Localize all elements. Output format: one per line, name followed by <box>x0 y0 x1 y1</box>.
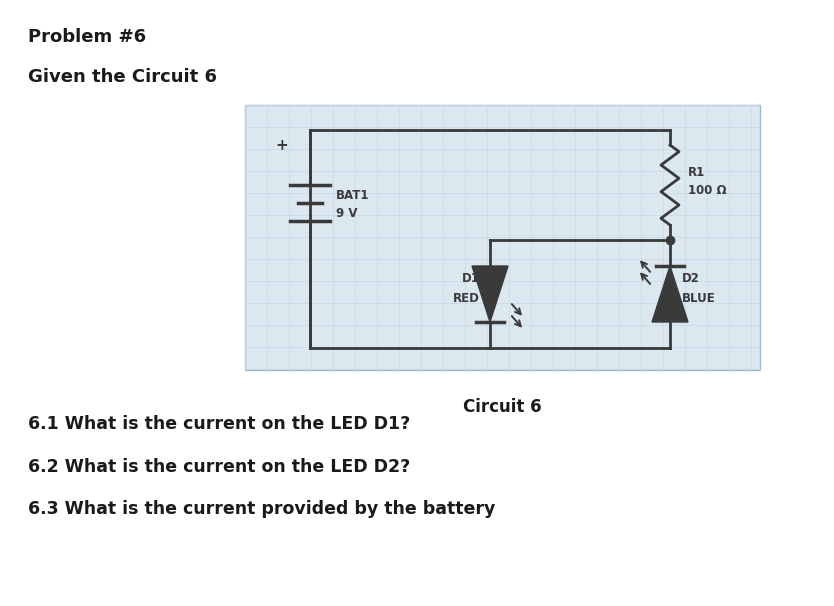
Text: RED: RED <box>453 291 480 304</box>
Text: Circuit 6: Circuit 6 <box>463 398 542 416</box>
Text: Problem #6: Problem #6 <box>28 28 146 46</box>
Text: 6.2 What is the current on the LED D2?: 6.2 What is the current on the LED D2? <box>28 458 410 476</box>
Polygon shape <box>652 266 688 322</box>
Text: 100 Ω: 100 Ω <box>688 184 726 198</box>
Text: BAT1: BAT1 <box>336 189 369 202</box>
Text: Given the Circuit 6: Given the Circuit 6 <box>28 68 217 86</box>
Text: D2: D2 <box>682 271 700 284</box>
Text: D1: D1 <box>462 271 480 284</box>
Bar <box>245 105 760 370</box>
Text: R1: R1 <box>688 167 706 179</box>
Text: BLUE: BLUE <box>682 291 716 304</box>
Text: +: + <box>275 138 289 153</box>
Text: 9 V: 9 V <box>336 207 358 220</box>
Polygon shape <box>472 266 508 322</box>
Text: 6.1 What is the current on the LED D1?: 6.1 What is the current on the LED D1? <box>28 415 410 433</box>
Text: 6.3 What is the current provided by the battery: 6.3 What is the current provided by the … <box>28 500 495 518</box>
